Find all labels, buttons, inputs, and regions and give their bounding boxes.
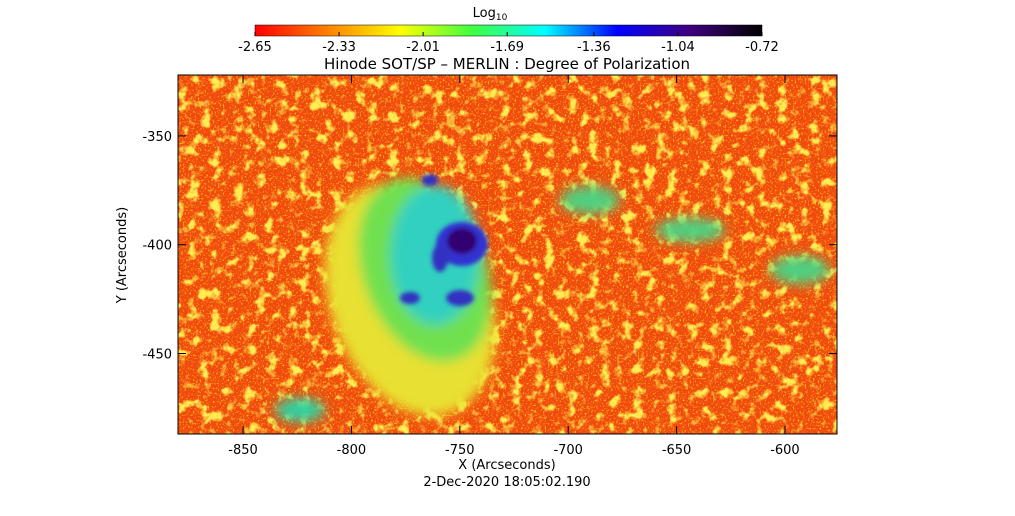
chart-title: Hinode SOT/SP – MERLIN : Degree of Polar… [324,55,690,73]
sunspot [400,174,488,306]
colorbar-label-base: Log [473,6,496,21]
x-tick-label: -750 [445,443,475,458]
x-axis-label: X (Arcseconds) [458,458,555,473]
x-tick-label: -650 [662,443,692,458]
y-tick-label: -350 [142,130,172,145]
plot-frame [177,74,838,435]
map-fine-speckle [178,75,837,434]
colorbar-tick-label: -2.01 [406,40,440,55]
colorbar-label-sub: 10 [496,13,508,23]
heatmap-image [178,75,837,434]
x-tick-label: -700 [553,443,583,458]
colorbar [254,24,763,37]
colorbar-tick-label: -1.69 [490,40,524,55]
colorbar-tick-label: -0.72 [745,40,779,55]
date-label: 2-Dec-2020 18:05:02.190 [423,475,590,490]
y-axis-label: Y (Arcseconds) [115,207,130,304]
colorbar-tick-label: -1.36 [577,40,611,55]
x-tick-label: -600 [770,443,800,458]
colorbar-tick-label: -2.65 [238,40,272,55]
colorbar-label: Log10 [473,6,508,23]
y-tick-label: -450 [142,347,172,362]
colorbar-tick-label: -1.04 [661,40,695,55]
colorbar-tick-label: -2.33 [322,40,356,55]
y-tick-label: -400 [142,239,172,254]
x-tick-label: -850 [228,443,258,458]
x-tick-label: -800 [337,443,367,458]
